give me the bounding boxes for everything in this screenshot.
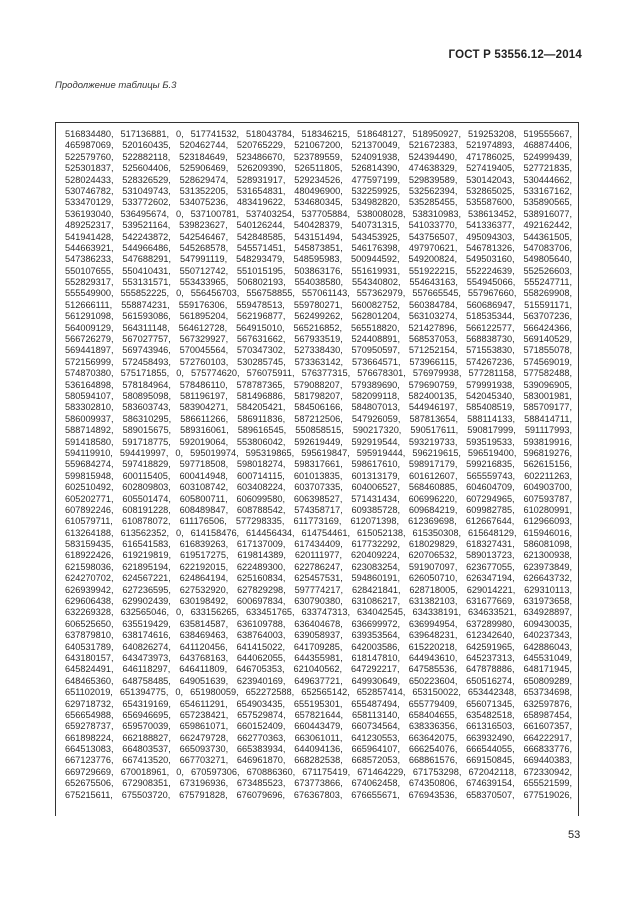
table-row: 640531789, 640826274, 641120456, 6414150… xyxy=(65,641,572,652)
table-row: 605202771, 605501474, 605800711, 6060995… xyxy=(65,493,572,504)
table-row: 528024433, 528326529, 528629474, 5289319… xyxy=(65,174,572,185)
table-row: 536193040, 536495674, 0, 537100781, 5374… xyxy=(65,208,572,219)
table-row: 652675506, 672908351, 673196936, 6734855… xyxy=(65,778,572,789)
table-row: 536164898, 578184964, 578486110, 5787873… xyxy=(65,379,572,390)
standard-designation: ГОСТ Р 53556.12—2014 xyxy=(448,49,582,61)
table-row: 550107655, 550410431, 550712742, 5510151… xyxy=(65,265,572,276)
table-row: 667123776, 667413520, 667703271, 6469618… xyxy=(65,755,572,766)
table-row: 561291098, 561593086, 561895204, 5621968… xyxy=(65,311,572,322)
table-row: 465987069, 520160435, 520462744, 5207652… xyxy=(65,140,572,151)
table-row: 569441897, 569743946, 570045564, 5703473… xyxy=(65,345,572,356)
table-row: 516834480, 517136881, 0, 517741532, 5180… xyxy=(65,129,572,139)
table-row: 607892246, 608191228, 608489847, 6087885… xyxy=(65,504,572,515)
table-row: 512666111, 558874231, 559176306, 5594785… xyxy=(65,299,572,310)
table-b3-continuation: 516834480, 517136881, 0, 517741532, 5180… xyxy=(55,122,579,816)
table-row: 651102019, 651394775, 0, 651980059, 6522… xyxy=(65,687,572,698)
table-row: 606525650, 635519429, 635814587, 6361097… xyxy=(65,618,572,629)
table-row: 621598036, 621895194, 622192015, 6224893… xyxy=(65,561,572,572)
table-row: 541941428, 542243872, 542546467, 5428485… xyxy=(65,231,572,242)
table-caption: Продолжение таблицы Б.3 xyxy=(55,80,177,91)
table-row: 594119910, 594419997, 0, 595019974, 5953… xyxy=(65,447,572,458)
table-row: 613264188, 613562352, 0, 614158476, 6144… xyxy=(65,527,572,538)
table-row: 599815948, 600115405, 600414948, 6007141… xyxy=(65,470,572,481)
table-row: 591418580, 591718775, 592019064, 5538060… xyxy=(65,436,572,447)
table-row: 629718732, 654319169, 654611291, 6549034… xyxy=(65,698,572,709)
table-row: 525301837, 525604406, 525906469, 5262093… xyxy=(65,163,572,174)
table-row: 629606438, 629902439, 630198492, 6006978… xyxy=(65,596,572,607)
table-row: 586009937, 586310295, 586611266, 5869118… xyxy=(65,413,572,424)
table-row: 574870380, 575171855, 0, 575774620, 5760… xyxy=(65,368,572,379)
table-row: 559684274, 597418829, 597718508, 5980182… xyxy=(65,459,572,470)
page-number: 53 xyxy=(568,829,581,841)
table-row: 552829317, 553131571, 553433965, 5068021… xyxy=(65,277,572,288)
table-row: 648465360, 648758485, 649051639, 6239401… xyxy=(65,675,572,686)
table-row: 572156999, 572458493, 572760103, 5302857… xyxy=(65,356,572,367)
table-row: 583159435, 616541583, 616839263, 6171370… xyxy=(65,539,572,550)
table-row: 645824491, 646118297, 646411809, 6467053… xyxy=(65,664,572,675)
table-row: 661898224, 662188827, 662479728, 6627703… xyxy=(65,732,572,743)
table-row: 530746782, 531049743, 531352205, 5316548… xyxy=(65,185,572,196)
table-row: 626939942, 627236595, 627532920, 6278292… xyxy=(65,584,572,595)
table-row: 610579711, 610878072, 611176506, 5772983… xyxy=(65,516,572,527)
table-row: 656654988, 656946695, 657238421, 6575298… xyxy=(65,709,572,720)
table-row: 583302810, 583603743, 583904271, 5842054… xyxy=(65,402,572,413)
table-row: 624270702, 624567221, 624864194, 6251608… xyxy=(65,573,572,584)
table-row: 675215611, 675503720, 675791828, 6760796… xyxy=(65,789,572,800)
table-row: 547386233, 547688291, 547991119, 5482934… xyxy=(65,254,572,265)
table-row: 618922426, 619219819, 619517275, 6198143… xyxy=(65,550,572,561)
table-rows: 516834480, 517136881, 0, 517741532, 5180… xyxy=(65,129,572,801)
table-row: 533470129, 533772602, 534075236, 4834196… xyxy=(65,197,572,208)
table-row: 643180157, 643473973, 643768163, 6440620… xyxy=(65,652,572,663)
table-row: 580594107, 580895098, 581196197, 5814968… xyxy=(65,390,572,401)
table-row: 544663921, 544966486, 545268578, 5455714… xyxy=(65,242,572,253)
table-row: 632269328, 632565046, 0, 633156265, 6334… xyxy=(65,607,572,618)
table-row: 588714892, 589015675, 589316061, 5896165… xyxy=(65,425,572,436)
table-row: 555549900, 555852225, 0, 556456703, 5567… xyxy=(65,288,572,299)
table-row: 489252317, 539521164, 539823627, 5401262… xyxy=(65,220,572,231)
table-row: 522579760, 522882118, 523184649, 5234866… xyxy=(65,151,572,162)
table-row: 566726279, 567027757, 567329927, 5676316… xyxy=(65,334,572,345)
table-row: 564009129, 564311148, 564612728, 5649150… xyxy=(65,322,572,333)
table-row: 669729669, 670018961, 0, 670597306, 6708… xyxy=(65,766,572,777)
table-row: 602510492, 602809803, 603108742, 6034082… xyxy=(65,482,572,493)
table-row: 637879810, 638174616, 638469463, 6387640… xyxy=(65,630,572,641)
table-row: 664513083, 664803537, 665093730, 6653839… xyxy=(65,744,572,755)
table-row: 659278737, 659570039, 659861071, 6601524… xyxy=(65,721,572,732)
